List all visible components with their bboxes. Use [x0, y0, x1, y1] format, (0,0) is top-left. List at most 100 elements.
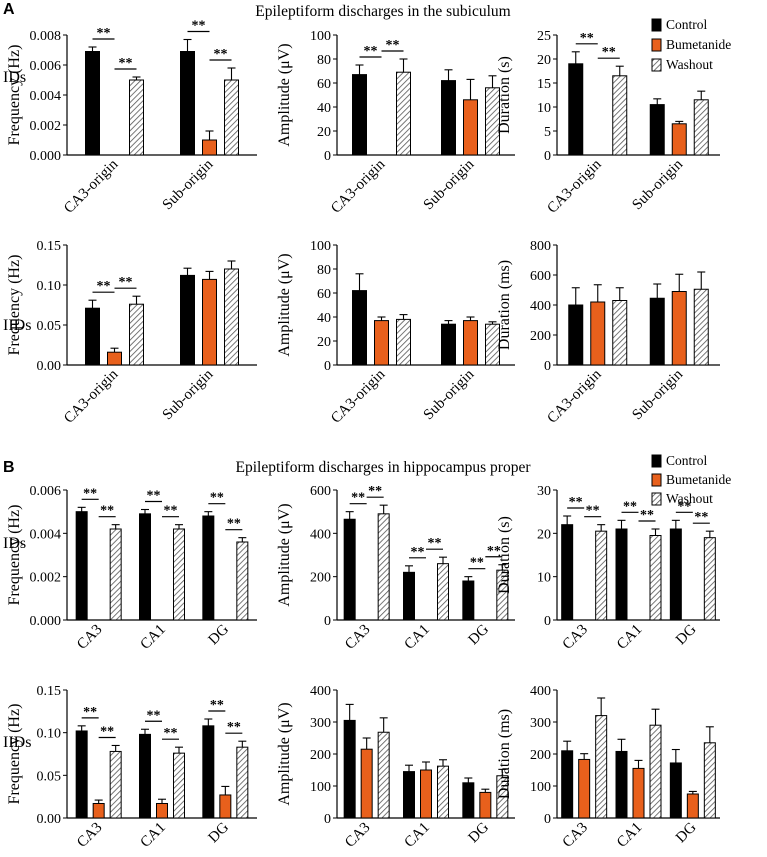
category-label: CA1 [614, 820, 645, 851]
bar-control-1 [180, 51, 195, 156]
panel-A-IIDs-amplitude: 0 20 40 60 80 100 Amplitude (μV) CA3-origin Sub-… [276, 239, 515, 427]
panel-B-IIDs-amplitude: 0 100 200 300 400 Amplitude (μV) CA3 CA1 DG [276, 684, 515, 851]
y-tick-label: 80 [317, 53, 331, 68]
y-tick-label: 0 [324, 614, 331, 629]
bar-washout-2 [703, 742, 716, 819]
y-tick-label: 200 [310, 571, 331, 586]
y-axis-label: Duration (ms) [496, 709, 513, 799]
bar-bumetanide-1 [202, 278, 217, 366]
bar-washout-0 [377, 731, 390, 819]
bar-washout-1 [693, 99, 709, 156]
y-tick-label: 0 [324, 149, 331, 164]
y-tick-label: 200 [530, 748, 551, 763]
y-tick-label: 300 [530, 716, 551, 731]
category-label: Sub-origin [629, 156, 686, 213]
y-axis-label: Duration (s) [496, 56, 513, 134]
bar-washout-0 [377, 513, 390, 621]
bar-control-0 [568, 63, 584, 156]
significance-label: ** [100, 504, 114, 519]
y-tick-label: 100 [310, 780, 331, 795]
category-label: Sub-origin [160, 366, 217, 423]
significance-label: ** [586, 504, 600, 519]
bar-washout-1 [437, 563, 449, 621]
bar-washout-1 [649, 535, 662, 621]
category-label: CA1 [401, 820, 432, 851]
category-label: CA3-origin [328, 366, 389, 427]
bar-control-0 [85, 51, 100, 156]
y-tick-label: 0 [544, 812, 551, 827]
bar-control-2 [202, 515, 215, 621]
y-tick-label: 0.10 [37, 727, 62, 742]
y-tick-label: 0.004 [30, 89, 62, 104]
y-axis-label: Amplitude (μV) [276, 702, 293, 805]
legend-b-washout-swatch [651, 492, 662, 506]
significance-label: ** [192, 19, 206, 34]
category-label: DG [673, 819, 700, 846]
panel-B-IDs-frequency: 0.000 0.002 0.004 0.006 Frequency (Hz) CA3 CA1… [6, 484, 257, 653]
row-label-a-iids: IIDs [3, 317, 31, 334]
category-label: CA1 [401, 622, 432, 653]
category-label: Sub-origin [160, 156, 217, 213]
y-tick-label: 0.000 [30, 149, 62, 164]
category-label: Sub-origin [421, 156, 478, 213]
section-a-legend: Control Bumetanide Washout [651, 17, 731, 72]
category-label: CA3-origin [61, 366, 122, 427]
y-tick-label: 400 [310, 684, 331, 699]
y-tick-label: 10 [537, 101, 551, 116]
category-label: CA3 [560, 622, 591, 653]
y-tick-label: 0 [544, 614, 551, 629]
legend-a-washout-swatch [651, 58, 662, 72]
bar-bumetanide-1 [463, 99, 478, 156]
y-axis-label: Duration (ms) [496, 260, 513, 350]
bar-washout-1 [649, 724, 662, 819]
significance-label: ** [351, 491, 365, 506]
bar-control-2 [669, 762, 682, 819]
panel-A-IDs-amplitude: 0 20 40 60 80 100 Amplitude (μV) CA3-origin Sub-… [276, 29, 515, 217]
category-label: CA3 [74, 820, 105, 851]
category-label: Sub-origin [629, 366, 686, 423]
category-label: CA3 [74, 622, 105, 653]
significance-label: ** [368, 484, 382, 499]
y-tick-label: 0.05 [37, 319, 62, 334]
y-tick-label: 800 [530, 239, 551, 254]
y-tick-label: 30 [537, 484, 551, 499]
bar-bumetanide-0 [374, 320, 389, 366]
legend-b-control-swatch [651, 454, 662, 468]
y-tick-label: 200 [530, 329, 551, 344]
y-tick-label: 0.15 [37, 239, 62, 254]
significance-label: ** [411, 545, 425, 560]
bar-bumetanide-1 [671, 291, 687, 366]
panel-A-IIDs-duration: 0 200 400 600 800 Duration (ms) CA3-origin Sub-… [496, 239, 720, 427]
legend-a-washout-label: Washout [666, 57, 713, 72]
y-tick-label: 400 [310, 527, 331, 542]
bar-washout-0 [129, 303, 144, 366]
bar-washout-0 [109, 528, 122, 621]
bar-control-1 [441, 323, 456, 366]
y-tick-label: 0 [544, 149, 551, 164]
y-tick-label: 0.15 [37, 684, 62, 699]
bar-control-2 [462, 782, 475, 819]
bar-control-0 [561, 750, 574, 819]
significance-label: ** [147, 489, 161, 504]
bar-bumetanide-1 [420, 769, 432, 819]
y-tick-label: 0.00 [37, 812, 62, 827]
y-axis-label: Duration (s) [496, 516, 513, 594]
category-label: CA1 [137, 622, 168, 653]
bar-control-1 [139, 513, 151, 621]
y-axis-label: Amplitude (μV) [276, 43, 293, 146]
category-label: CA3 [342, 820, 373, 851]
category-label: DG [466, 621, 493, 648]
y-tick-label: 0 [544, 359, 551, 374]
legend-a-control-label: Control [666, 17, 708, 32]
bar-control-0 [75, 730, 88, 819]
significance-label: ** [677, 499, 691, 514]
category-label: CA3 [560, 820, 591, 851]
y-tick-label: 600 [530, 269, 551, 284]
y-tick-label: 20 [537, 527, 551, 542]
bar-control-0 [343, 518, 356, 621]
y-tick-label: 10 [537, 571, 551, 586]
bar-control-0 [85, 307, 100, 366]
bar-washout-0 [109, 750, 122, 819]
bar-control-2 [202, 725, 215, 819]
